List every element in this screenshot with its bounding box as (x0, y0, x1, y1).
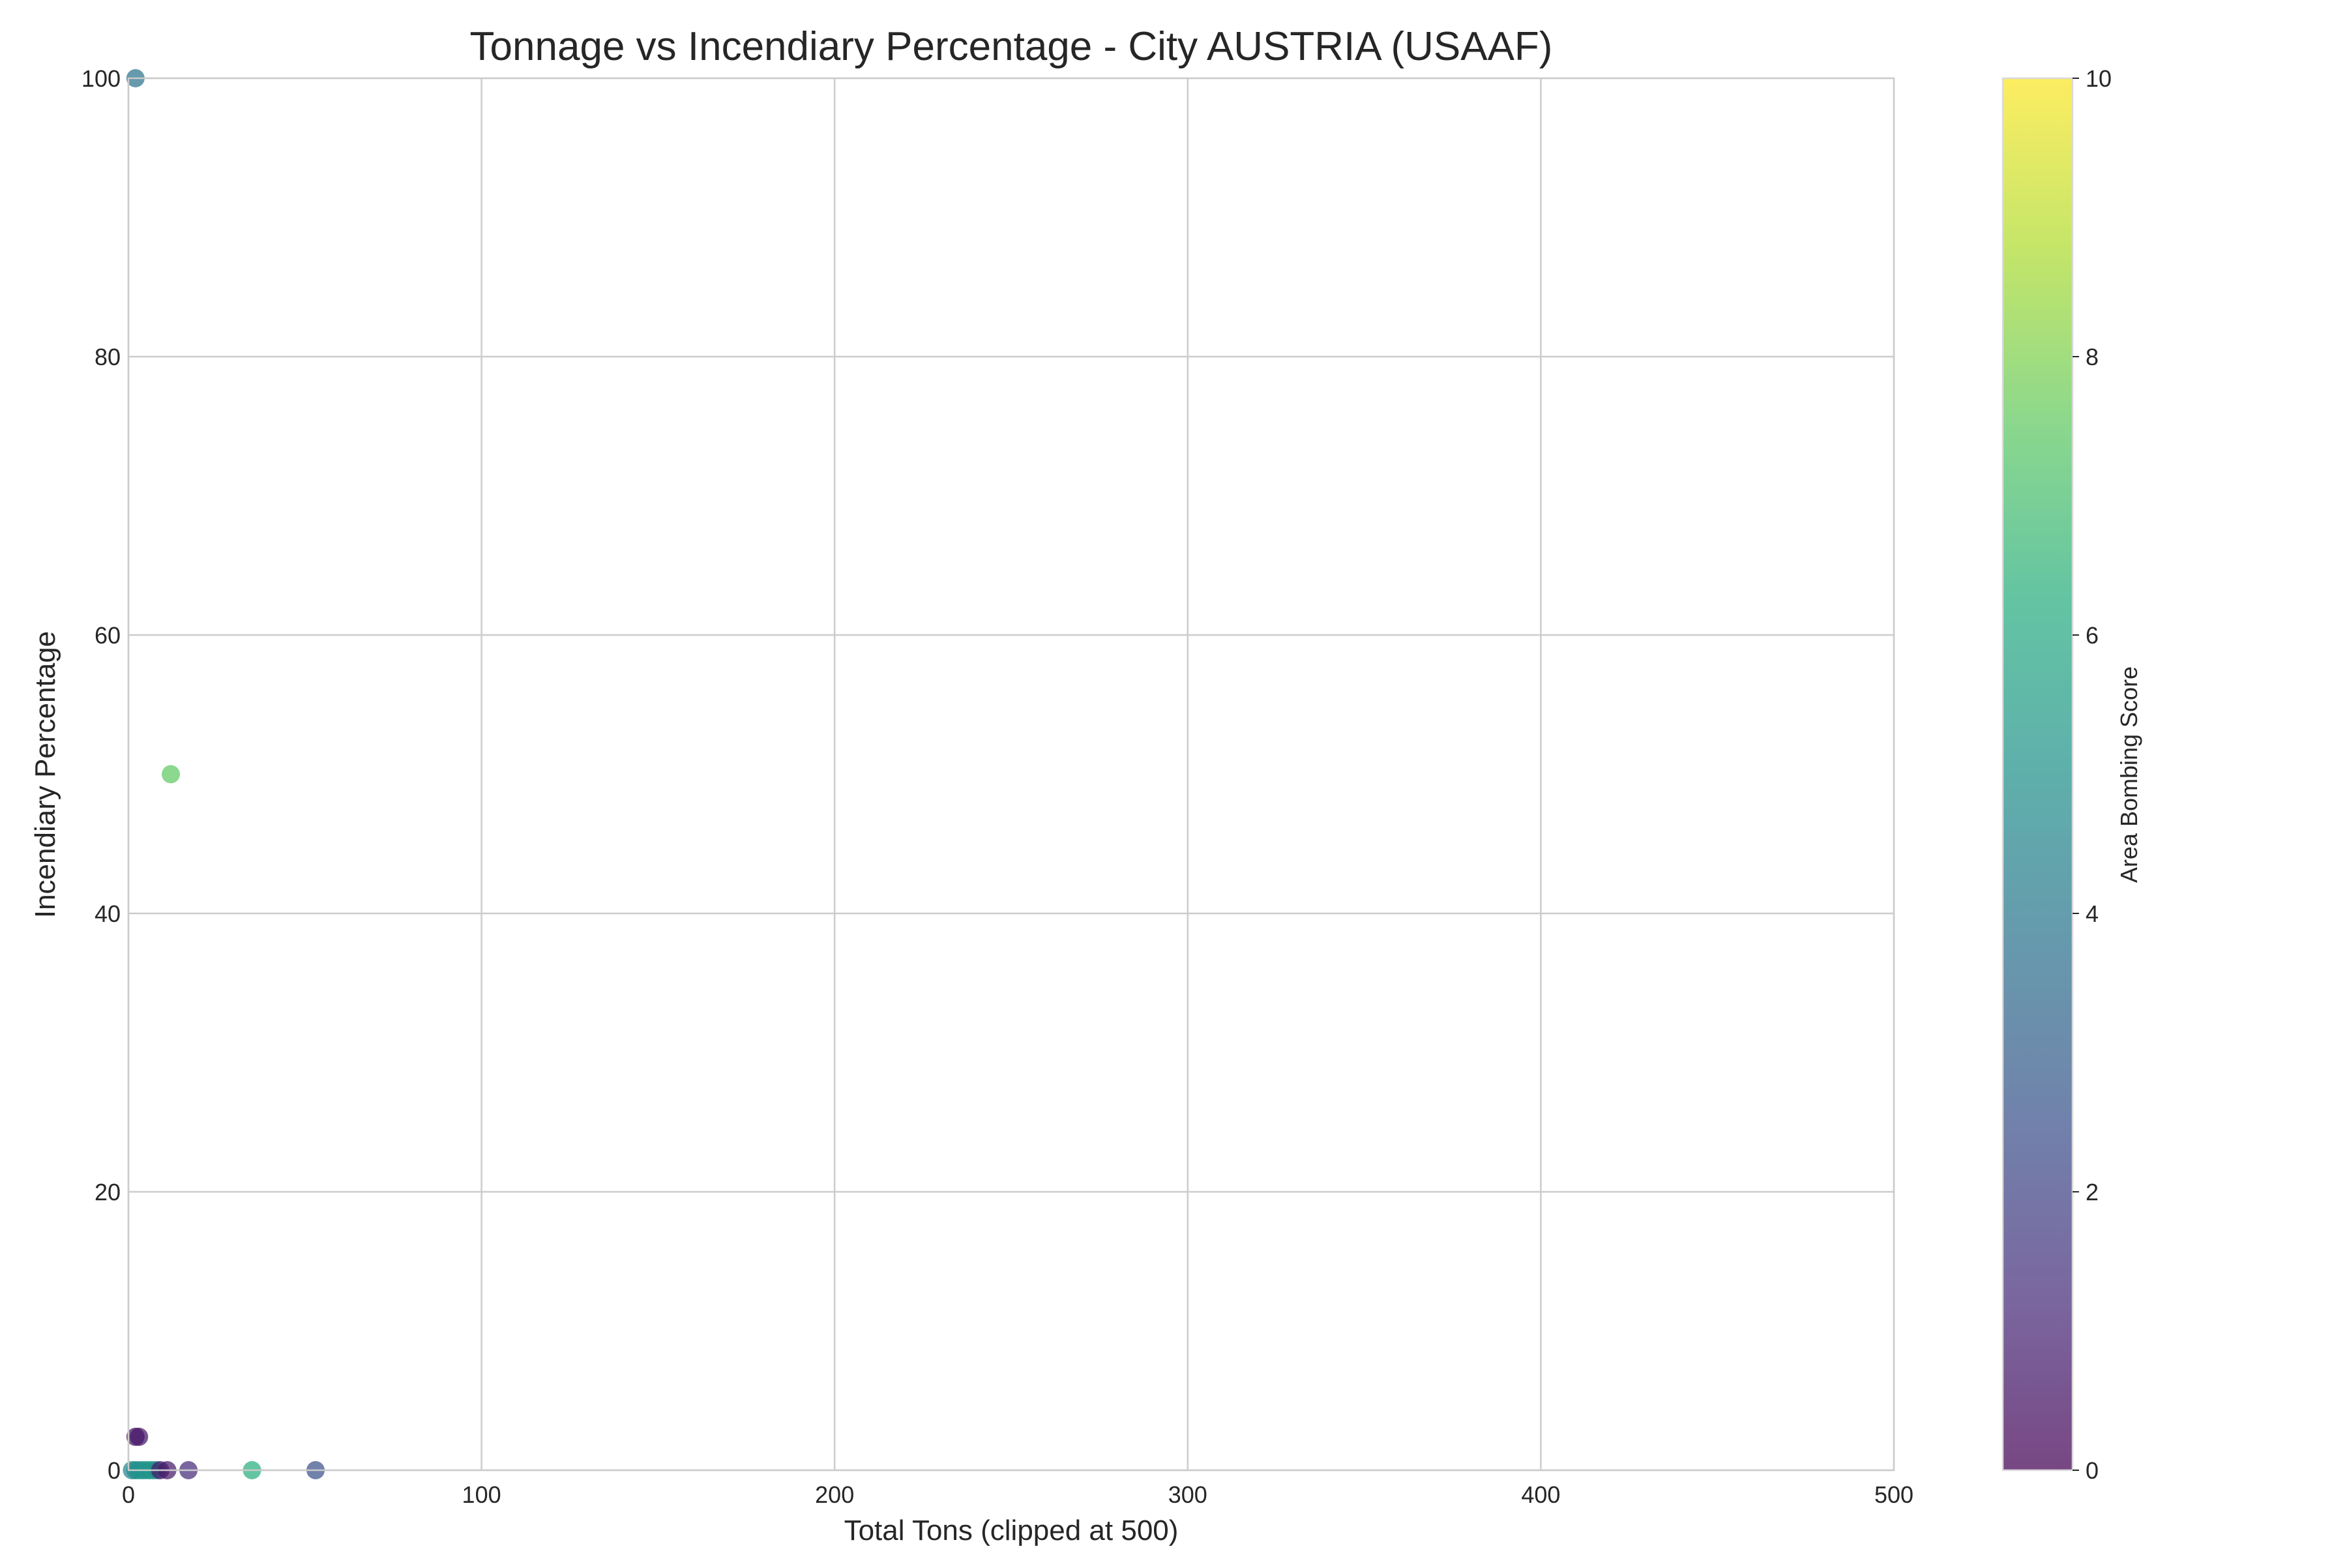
y-axis-label: Incendiary Percentage (29, 631, 61, 918)
scatter-point (130, 1427, 149, 1446)
y-tick-label: 40 (95, 900, 121, 927)
plot-area (128, 78, 1894, 1470)
colorbar-tick-labels: 0 2 4 6 8 10 (2073, 65, 2112, 1484)
chart-title: Tonnage vs Incendiary Percentage - City … (470, 24, 1553, 69)
scatter-point (161, 765, 180, 784)
colorbar-tick-label: 0 (2086, 1457, 2099, 1484)
x-axis-label: Total Tons (clipped at 500) (844, 1515, 1179, 1546)
x-tick-label: 100 (462, 1481, 501, 1508)
colorbar-tick-label: 2 (2086, 1179, 2099, 1206)
x-tick-label: 300 (1168, 1481, 1207, 1508)
x-tick-label: 400 (1521, 1481, 1560, 1508)
colorbar (2001, 77, 2074, 1472)
x-tick-label: 0 (122, 1481, 135, 1508)
colorbar-tick-label: 6 (2086, 622, 2099, 649)
y-tick-label: 100 (81, 65, 121, 92)
x-tick-label: 500 (1874, 1481, 1913, 1508)
x-tick-labels: 0 100 200 300 400 500 (122, 1481, 1913, 1508)
colorbar-label: Area Bombing Score (2116, 666, 2142, 883)
plot-frame (127, 77, 1895, 1472)
colorbar-tick-label: 8 (2086, 344, 2099, 370)
y-tick-label: 60 (95, 622, 121, 649)
colorbar-tick-label: 4 (2086, 900, 2099, 927)
colorbar-tick-label: 10 (2086, 65, 2112, 92)
y-tick-label: 0 (108, 1457, 121, 1484)
x-tick-label: 200 (815, 1481, 854, 1508)
y-tick-label: 20 (95, 1179, 121, 1206)
y-tick-label: 80 (95, 344, 121, 370)
y-tick-labels: 0 20 40 60 80 100 (81, 65, 121, 1484)
